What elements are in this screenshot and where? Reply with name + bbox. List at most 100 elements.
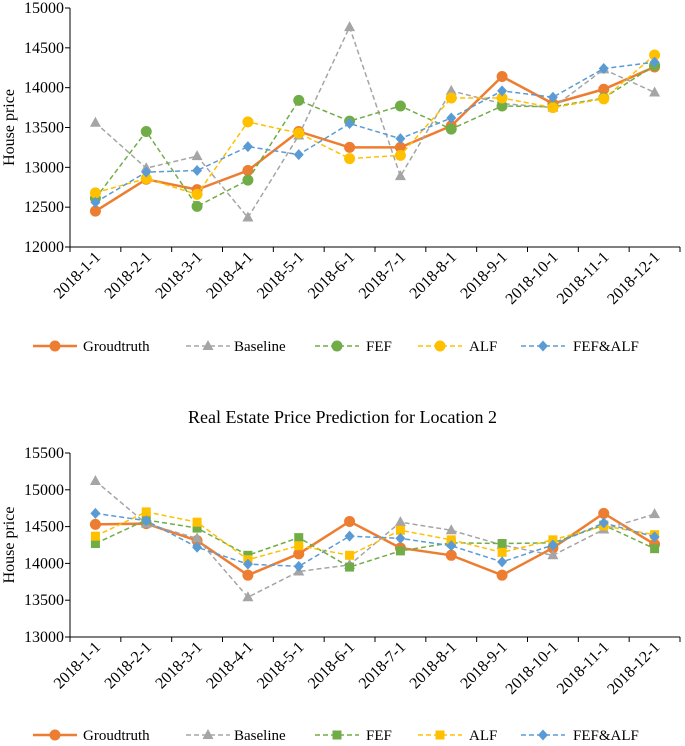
data-point bbox=[649, 531, 660, 543]
data-point bbox=[242, 116, 254, 128]
data-point bbox=[242, 174, 254, 186]
data-point bbox=[445, 524, 457, 535]
data-point bbox=[394, 170, 406, 181]
x-tick-label: 2018-11-1 bbox=[554, 249, 613, 308]
data-point bbox=[242, 558, 253, 570]
data-point bbox=[294, 541, 304, 551]
legend-marker bbox=[434, 340, 446, 352]
data-point bbox=[345, 550, 355, 560]
data-point bbox=[293, 127, 305, 139]
x-tick-label: 2018-5-1 bbox=[254, 249, 307, 302]
legend-marker bbox=[332, 730, 342, 740]
data-point bbox=[345, 562, 355, 572]
x-tick-label: 2018-2-1 bbox=[102, 249, 155, 302]
data-point bbox=[344, 21, 356, 32]
series-line bbox=[94, 480, 655, 599]
series-line bbox=[95, 519, 655, 568]
legend-label: FEF bbox=[366, 728, 392, 744]
legend-marker bbox=[202, 729, 214, 739]
series-line bbox=[94, 25, 655, 219]
y-tick-label: 13000 bbox=[24, 629, 64, 646]
legend-marker bbox=[49, 340, 61, 352]
data-point bbox=[497, 85, 508, 97]
data-point bbox=[191, 532, 203, 543]
data-point bbox=[344, 515, 356, 527]
data-point bbox=[141, 507, 151, 517]
y-tick-label: 15500 bbox=[24, 445, 64, 462]
data-point bbox=[395, 532, 406, 544]
data-point bbox=[192, 517, 202, 527]
legend-label: Baseline bbox=[234, 728, 286, 744]
data-point bbox=[242, 211, 254, 222]
data-point bbox=[395, 546, 405, 556]
x-tick-label: 2018-10-1 bbox=[503, 249, 562, 308]
data-point bbox=[649, 56, 660, 68]
y-tick-label: 14500 bbox=[24, 519, 64, 536]
data-point bbox=[344, 118, 355, 130]
data-point bbox=[242, 165, 254, 177]
data-point bbox=[547, 91, 558, 103]
data-point bbox=[446, 540, 457, 552]
series-line bbox=[95, 511, 655, 561]
data-point bbox=[141, 515, 152, 527]
y-axis-title: House price bbox=[1, 89, 18, 166]
data-point bbox=[496, 569, 508, 581]
data-point bbox=[242, 591, 254, 602]
x-tick-label: 2018-10-1 bbox=[503, 639, 562, 698]
data-point bbox=[191, 188, 203, 200]
legend-label: Groudtruth bbox=[83, 339, 150, 355]
data-point bbox=[395, 133, 406, 145]
data-point bbox=[90, 196, 101, 208]
series-fef bbox=[89, 59, 661, 212]
x-tick-label: 2018-8-1 bbox=[407, 249, 460, 302]
data-point bbox=[344, 141, 356, 153]
data-point bbox=[650, 544, 660, 554]
y-tick-label: 14000 bbox=[24, 555, 64, 572]
x-tick-label: 2018-4-1 bbox=[203, 639, 256, 692]
data-point bbox=[445, 123, 457, 135]
data-point bbox=[649, 508, 661, 519]
x-tick-label: 2018-12-1 bbox=[604, 639, 663, 698]
legend-marker bbox=[202, 340, 214, 350]
chart-2: Real Estate Price Prediction for Locatio… bbox=[1, 407, 681, 744]
data-point bbox=[242, 569, 254, 581]
data-point bbox=[89, 474, 101, 485]
data-point bbox=[192, 165, 203, 177]
data-point bbox=[394, 100, 406, 112]
series-fef-alf bbox=[90, 507, 660, 572]
y-tick-label: 14500 bbox=[24, 40, 64, 57]
y-tick-label: 15000 bbox=[24, 482, 64, 499]
x-tick-label: 2018-11-1 bbox=[554, 639, 613, 698]
y-tick-label: 14000 bbox=[24, 80, 64, 97]
y-tick-label: 12500 bbox=[24, 199, 64, 216]
data-point bbox=[90, 507, 101, 519]
x-tick-label: 2018-1-1 bbox=[51, 639, 104, 692]
data-point bbox=[140, 125, 152, 137]
data-point bbox=[496, 71, 508, 83]
series-line bbox=[94, 65, 656, 213]
data-point bbox=[446, 535, 456, 545]
series-line bbox=[95, 54, 656, 196]
x-tick-label: 2018-6-1 bbox=[305, 249, 358, 302]
x-tick-label: 2018-2-1 bbox=[102, 639, 155, 692]
y-axis-title: House price bbox=[1, 507, 18, 584]
series-baseline bbox=[89, 474, 661, 602]
series-alf bbox=[89, 49, 661, 200]
data-point bbox=[192, 523, 202, 533]
legend-label: FEF bbox=[366, 339, 392, 355]
series-line bbox=[95, 61, 655, 204]
series-line bbox=[95, 512, 655, 568]
data-point bbox=[446, 112, 457, 124]
y-tick-label: 12000 bbox=[24, 239, 64, 256]
legend-marker bbox=[331, 340, 343, 352]
series-baseline bbox=[89, 21, 661, 222]
x-tick-label: 2018-3-1 bbox=[152, 249, 205, 302]
x-tick-label: 2018-3-1 bbox=[152, 639, 205, 692]
data-point bbox=[90, 531, 100, 541]
legend-label: FEF&ALF bbox=[573, 728, 639, 744]
data-point bbox=[293, 149, 304, 161]
data-point bbox=[90, 539, 100, 549]
legend-label: Baseline bbox=[234, 339, 286, 355]
data-point bbox=[293, 548, 305, 560]
legend-label: ALF bbox=[469, 728, 497, 744]
